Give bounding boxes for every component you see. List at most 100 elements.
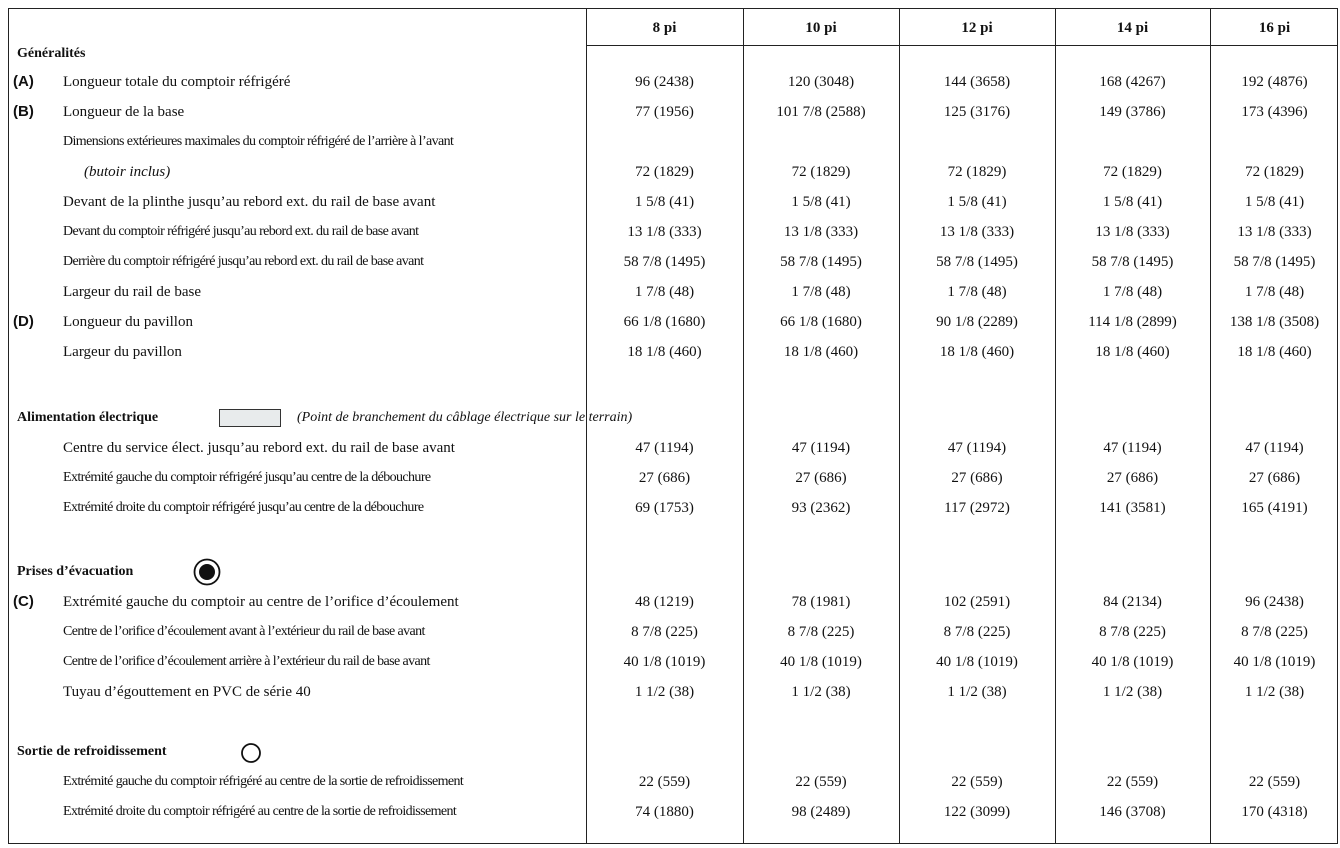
section-title: Sortie de refroidissement <box>17 744 167 759</box>
table-cell: 170 (4318) <box>1241 804 1308 820</box>
table-cell: 40 1/8 (1019) <box>1091 654 1174 670</box>
table-cell <box>743 127 899 157</box>
row-label: Tuyau d’égouttement en PVC de série 40 <box>63 684 311 700</box>
table-row: Extrémité droite du comptoir réfrigéré a… <box>9 797 1339 827</box>
table-cell: 165 (4191) <box>1241 500 1308 516</box>
row-label: Extrémité gauche du comptoir réfrigéré j… <box>63 470 431 485</box>
table-row: Extrémité droite du comptoir réfrigéré j… <box>9 493 1339 523</box>
row-label: Devant de la plinthe jusqu’au rebord ext… <box>63 194 436 210</box>
table-cell: 22 (559) <box>951 774 1003 790</box>
column-divider <box>743 9 744 843</box>
row-code: (B) <box>13 103 34 120</box>
column-header: 16 pi <box>1258 20 1291 36</box>
table-row: Devant du comptoir réfrigéré jusqu’au re… <box>9 217 1339 247</box>
table-cell: 1 1/2 (38) <box>1244 684 1305 700</box>
table-row: (D) Longueur du pavillon 66 1/8 (1680) 66 1… <box>9 307 1339 337</box>
row-label: Extrémité gauche du comptoir réfrigéré a… <box>63 774 464 789</box>
row-label: Centre de l’orifice d’écoulement arrière… <box>63 654 430 669</box>
table-cell: 58 7/8 (1495) <box>936 254 1018 270</box>
table-cell: 13 1/8 (333) <box>1237 224 1312 240</box>
row-label: Extrémité droite du comptoir réfrigéré j… <box>63 500 424 515</box>
table-cell: 74 (1880) <box>635 804 694 820</box>
table-cell: 58 7/8 (1495) <box>780 254 862 270</box>
row-label: Longueur du pavillon <box>63 314 193 330</box>
section-header-generalites: Généralités <box>9 39 1339 69</box>
table-cell: 1 7/8 (48) <box>1244 284 1305 300</box>
table-cell: 58 7/8 (1495) <box>623 254 706 270</box>
table-row: Extrémité gauche du comptoir réfrigéré j… <box>9 463 1339 493</box>
table-cell: 138 1/8 (3508) <box>1229 314 1320 330</box>
drain-outlet-icon <box>193 558 221 586</box>
table-cell: 1 1/2 (38) <box>791 684 851 700</box>
table-cell <box>1210 127 1339 157</box>
table-cell: 40 1/8 (1019) <box>623 654 706 670</box>
table-row: Devant de la plinthe jusqu’au rebord ext… <box>9 187 1339 217</box>
table-cell: 66 1/8 (1680) <box>780 314 862 330</box>
table-cell: 40 1/8 (1019) <box>1233 654 1316 670</box>
table-cell: 101 7/8 (2588) <box>776 104 866 120</box>
table-cell: 47 (1194) <box>635 440 694 456</box>
table-cell: 72 (1829) <box>1103 164 1162 180</box>
table-cell: 48 (1219) <box>635 594 694 610</box>
table-cell: 125 (3176) <box>943 104 1011 120</box>
row-label: Dimensions extérieures maximales du comp… <box>63 134 454 149</box>
table-row: Tuyau d’égouttement en PVC de série 40 1 … <box>9 677 1339 707</box>
table-row: (C) Extrémité gauche du comptoir au centr… <box>9 587 1339 617</box>
table-cell: 1 7/8 (48) <box>1102 284 1163 300</box>
table-cell: 72 (1829) <box>947 164 1007 180</box>
section-header-refroidissement: Sortie de refroidissement <box>9 737 1339 767</box>
table-cell: 47 (1194) <box>1245 440 1304 456</box>
table-cell: 22 (559) <box>1106 774 1159 790</box>
table-cell: 1 7/8 (48) <box>634 284 695 300</box>
header-divider <box>586 45 1337 46</box>
table-cell: 98 (2489) <box>791 804 851 820</box>
table-row: Centre de l’orifice d’écoulement arrière… <box>9 647 1339 677</box>
table-cell: 18 1/8 (460) <box>1237 344 1312 360</box>
table-row: Largeur du pavillon 18 1/8 (460) 18 1/8 (4… <box>9 337 1339 367</box>
electrical-knockout-swatch <box>219 409 281 427</box>
table-cell: 72 (1829) <box>791 164 851 180</box>
table-cell: 22 (559) <box>1248 774 1301 790</box>
table-cell: 168 (4267) <box>1099 74 1166 90</box>
table-row: Derrière du comptoir réfrigéré jusqu’au … <box>9 247 1339 277</box>
row-code: (A) <box>13 73 34 90</box>
table-cell: 13 1/8 (333) <box>939 224 1015 240</box>
row-label: (butoir inclus) <box>84 164 171 180</box>
cooling-outlet-icon <box>241 743 261 763</box>
table-cell: 69 (1753) <box>635 500 694 516</box>
table-cell: 1 1/2 (38) <box>1102 684 1163 700</box>
table-cell: 22 (559) <box>795 774 847 790</box>
table-row: (butoir inclus) 72 (1829) 72 (1829) 72 (182… <box>9 157 1339 187</box>
table-cell: 27 (686) <box>951 470 1003 486</box>
table-cell: 173 (4396) <box>1241 104 1308 120</box>
table-cell: 90 1/8 (2289) <box>936 314 1018 330</box>
table-cell: 8 7/8 (225) <box>631 624 698 640</box>
table-cell: 8 7/8 (225) <box>1241 624 1308 640</box>
table-cell: 72 (1829) <box>635 164 694 180</box>
table-cell: 1 1/2 (38) <box>947 684 1007 700</box>
table-cell: 8 7/8 (225) <box>943 624 1011 640</box>
row-label: Devant du comptoir réfrigéré jusqu’au re… <box>63 224 419 239</box>
table-cell: 78 (1981) <box>791 594 851 610</box>
table-cell: 1 1/2 (38) <box>634 684 695 700</box>
table-cell: 58 7/8 (1495) <box>1091 254 1174 270</box>
table-cell: 146 (3708) <box>1099 804 1166 820</box>
table-cell: 93 (2362) <box>791 500 851 516</box>
table-cell: 1 5/8 (41) <box>1102 194 1163 210</box>
section-header-evacuation: Prises d’évacuation <box>9 557 1339 587</box>
table-cell: 58 7/8 (1495) <box>1233 254 1316 270</box>
table-cell: 27 (686) <box>638 470 691 486</box>
row-label: Extrémité droite du comptoir réfrigéré a… <box>63 804 457 819</box>
table-cell: 8 7/8 (225) <box>1099 624 1166 640</box>
table-row: (A) Longueur totale du comptoir réfrigéré… <box>9 67 1339 97</box>
column-header: 8 pi <box>652 20 677 36</box>
table-cell: 27 (686) <box>1248 470 1301 486</box>
table-cell: 144 (3658) <box>943 74 1011 90</box>
table-cell: 72 (1829) <box>1245 164 1304 180</box>
table-row: Largeur du rail de base 1 7/8 (48) 1 7/8 (… <box>9 277 1339 307</box>
table-row: Centre de l’orifice d’écoulement avant à… <box>9 617 1339 647</box>
table-cell: 1 7/8 (48) <box>947 284 1007 300</box>
table-cell: 149 (3786) <box>1099 104 1166 120</box>
table-row: Centre du service élect. jusqu’au rebord… <box>9 433 1339 463</box>
table-cell: 77 (1956) <box>635 104 694 120</box>
